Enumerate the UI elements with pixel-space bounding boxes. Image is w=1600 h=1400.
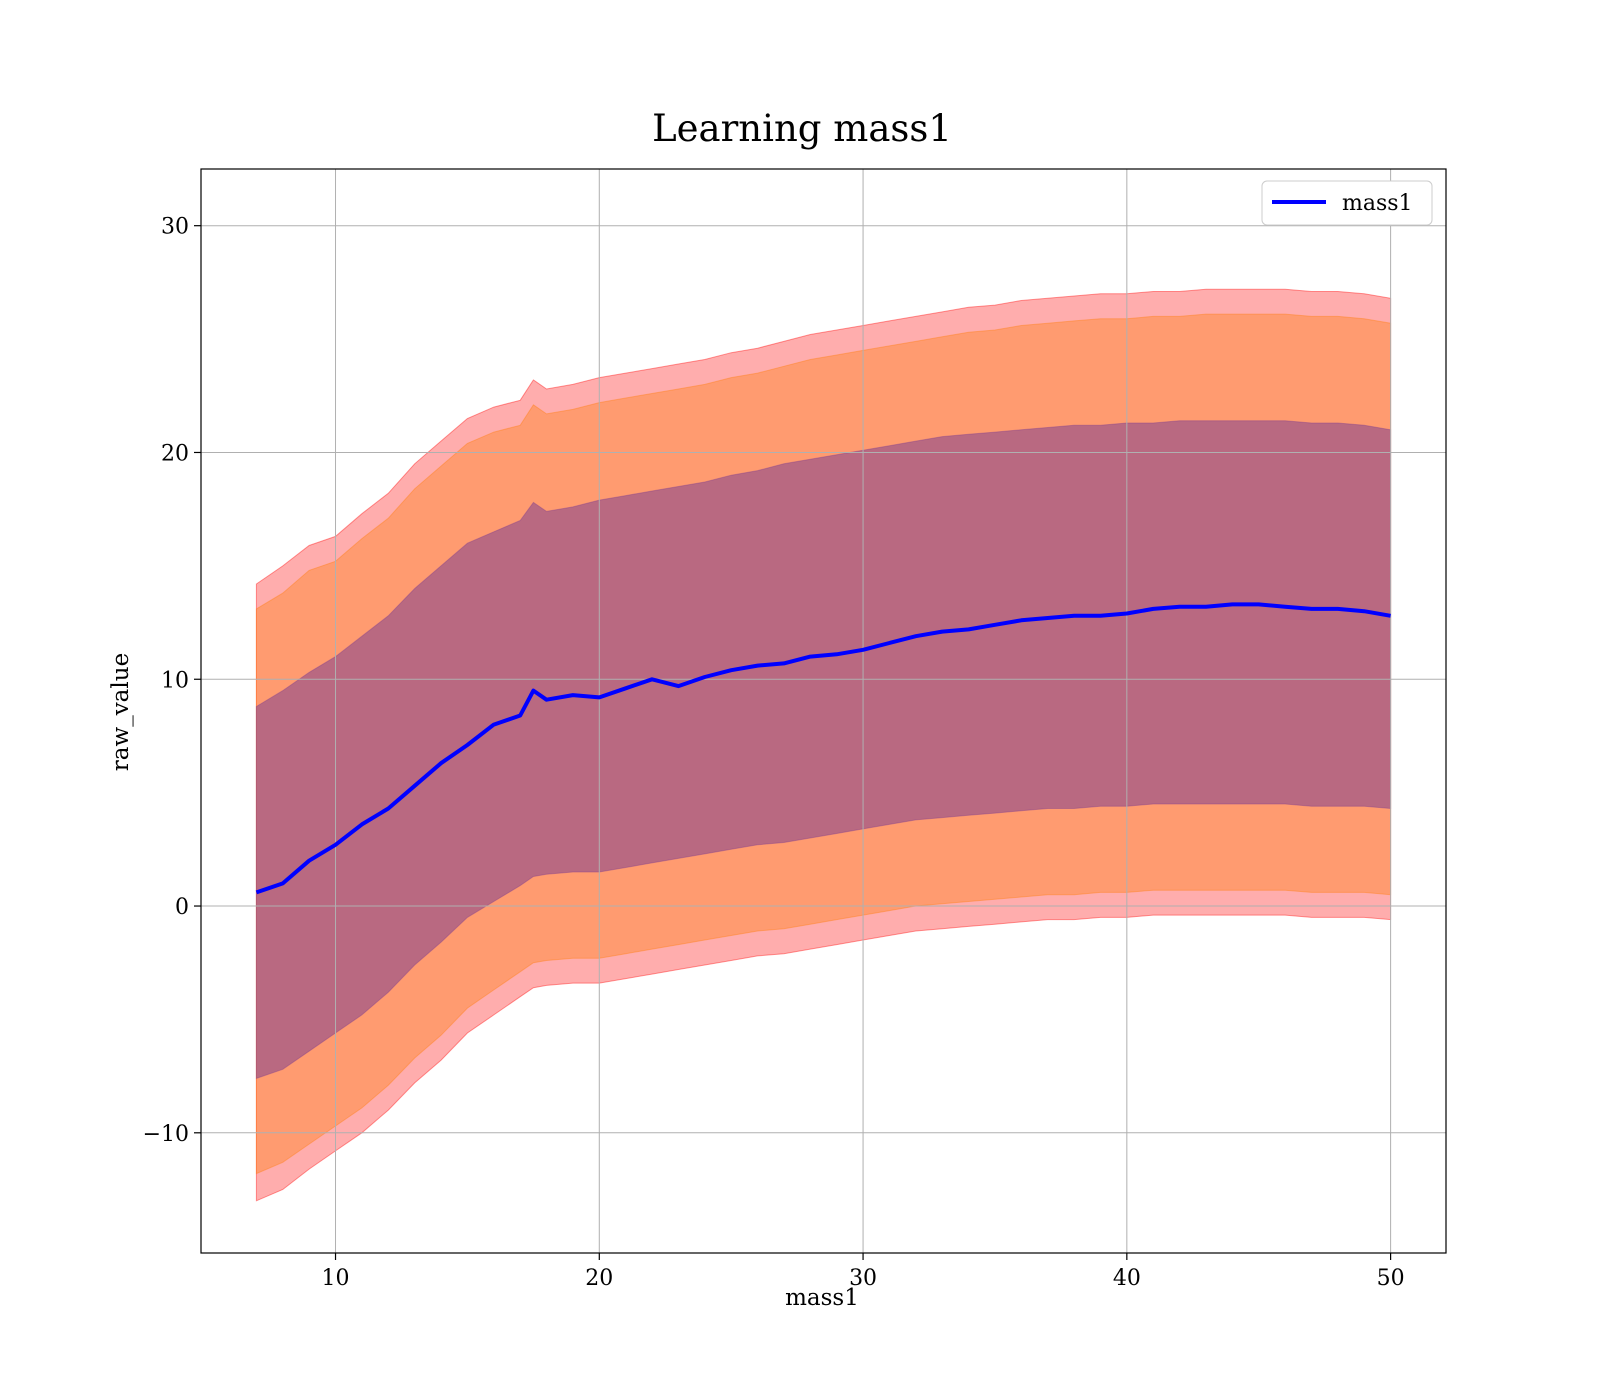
y-tick-label: 20	[161, 441, 189, 466]
y-axis-ticks: −10 0 10 20 30	[143, 215, 201, 1147]
legend-label-mass1: mass1	[1342, 191, 1413, 216]
legend: mass1	[1261, 180, 1433, 226]
y-axis-label: raw_value	[108, 653, 134, 771]
x-tick-label: 20	[585, 1266, 613, 1291]
grid-lines	[201, 169, 1446, 1253]
x-tick-label: 30	[849, 1266, 877, 1291]
x-tick-label: 40	[1113, 1266, 1141, 1291]
y-tick-label: −10	[143, 1122, 189, 1147]
legend-box	[1261, 180, 1433, 226]
plot-frame	[200, 168, 1447, 1254]
plot-area	[201, 169, 1446, 1253]
series-line-mass1	[255, 602, 1391, 895]
x-axis-label: mass1	[785, 1285, 859, 1311]
y-tick-label: 0	[175, 895, 189, 920]
series-lines	[255, 602, 1391, 895]
confidence-bands	[255, 288, 1392, 1202]
y-tick-label: 30	[161, 215, 189, 240]
chart-title: Learning mass1	[652, 107, 952, 150]
x-tick-label: 50	[1377, 1266, 1405, 1291]
x-tick-label: 10	[322, 1266, 350, 1291]
y-tick-label: 10	[161, 668, 189, 693]
x-axis-ticks: 10 20 30 40 50	[322, 1253, 1405, 1291]
